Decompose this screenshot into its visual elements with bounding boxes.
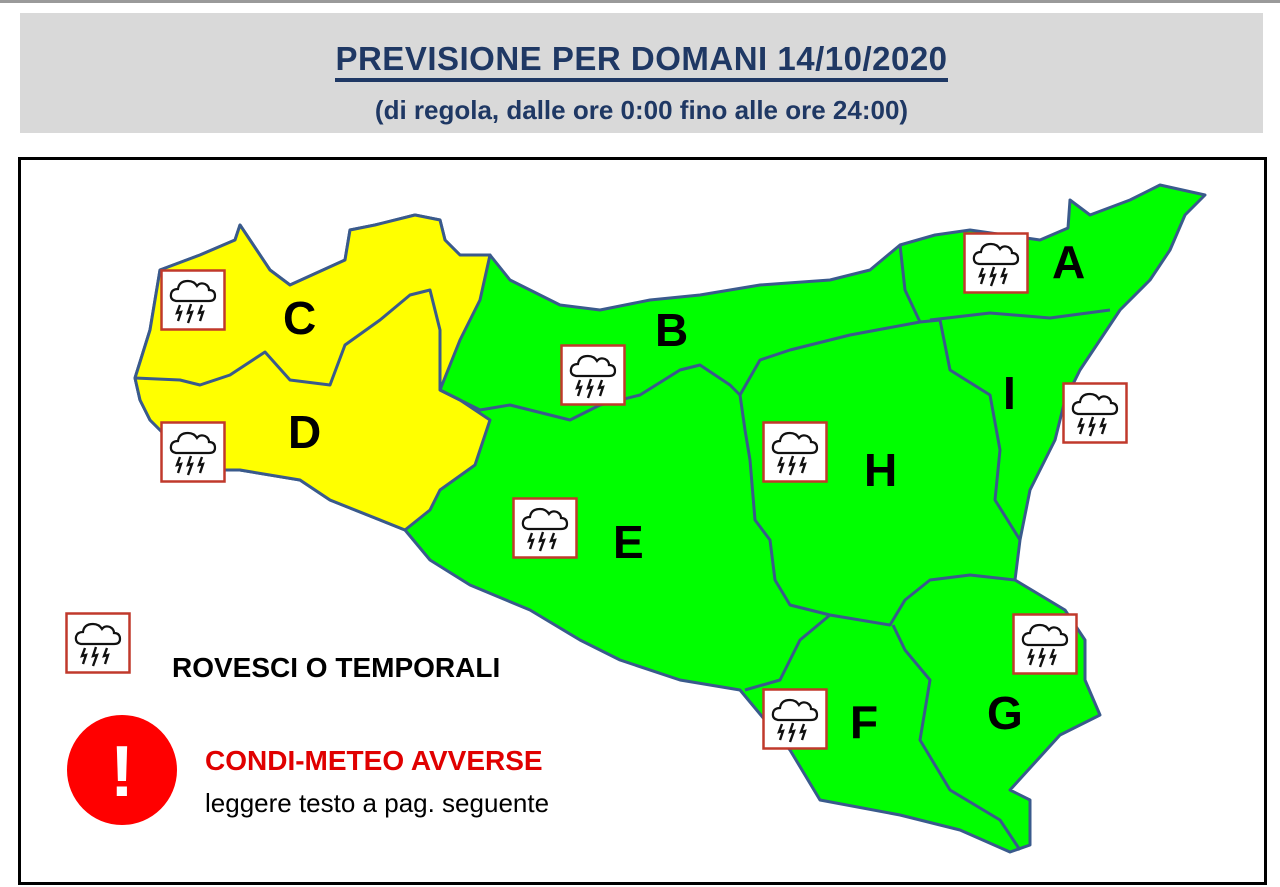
thunderstorm-icon (160, 421, 226, 483)
header-banner: PREVISIONE PER DOMANI 14/10/2020 (di reg… (20, 13, 1263, 133)
thunderstorm-icon (762, 688, 828, 750)
zone-boundaries (134, 244, 1111, 851)
zone-label-i: I (1003, 367, 1016, 419)
page-title: PREVISIONE PER DOMANI 14/10/2020 (20, 40, 1263, 82)
zone-label-h: H (864, 444, 897, 496)
map-frame (18, 157, 1267, 885)
thunderstorm-icon (1062, 382, 1128, 444)
thunderstorm-icon (762, 421, 828, 483)
legend-storm-label: ROVESCI O TEMPORALI (172, 652, 501, 683)
page-subtitle: (di regola, dalle ore 0:00 fino alle ore… (374, 95, 909, 125)
thunderstorm-icon (160, 269, 226, 331)
thunderstorm-icon (512, 497, 578, 559)
zone-label-c: C (283, 292, 316, 344)
zone-label-f: F (850, 696, 878, 748)
top-divider (0, 0, 1280, 3)
zone-label-e: E (613, 516, 644, 568)
legend-thunderstorm-icon (65, 612, 131, 674)
thunderstorm-icon (963, 232, 1029, 294)
thunderstorm-icon (1012, 613, 1078, 675)
zone-label-d: D (288, 406, 321, 458)
zone-label-b: B (655, 304, 688, 356)
zone-label-a: A (1052, 236, 1085, 288)
exclamation-icon (67, 715, 177, 825)
thunderstorm-icon (560, 344, 626, 406)
exclamation-symbol: ! (110, 732, 134, 812)
legend-warning-text: leggere testo a pag. seguente (205, 788, 550, 818)
zone-label-g: G (987, 687, 1023, 739)
legend-warning-title: CONDI-METEO AVVERSE (205, 745, 543, 776)
